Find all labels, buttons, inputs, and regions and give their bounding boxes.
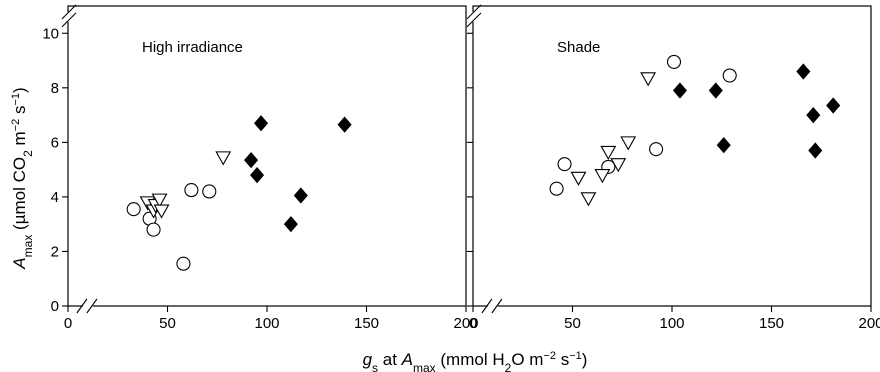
data-point-circle xyxy=(184,183,199,198)
data-point-triangle xyxy=(610,158,627,173)
y-axis-break-gap xyxy=(66,11,70,22)
data-point-circle xyxy=(176,256,191,271)
x-tick-label: 200 xyxy=(453,315,478,332)
x-tick-label: 100 xyxy=(254,315,279,332)
x-tick-label: 100 xyxy=(659,315,684,332)
data-point-circle xyxy=(557,157,572,172)
y-tick-label: 4 xyxy=(51,189,59,206)
data-point-triangle xyxy=(600,145,617,161)
x-axis-break-mark xyxy=(76,298,88,314)
plot-frame xyxy=(472,5,872,307)
data-point-diamond xyxy=(293,187,308,204)
x-tick-label: 50 xyxy=(564,315,581,332)
data-point-triangle xyxy=(153,204,170,219)
y-axis-break-gap xyxy=(471,11,475,22)
panel-title: High irradiance xyxy=(142,39,243,56)
y-tick-label: 0 xyxy=(51,298,59,315)
panel-shade: 0 50 100 150 200 Shade xyxy=(466,4,880,332)
data-point-triangle xyxy=(215,151,232,166)
x-axis-break-gap xyxy=(487,304,498,308)
data-point-diamond xyxy=(708,82,723,99)
data-point-diamond xyxy=(250,166,265,184)
data-point-diamond xyxy=(254,115,269,132)
data-point-circle xyxy=(666,54,682,69)
x-axis-break-mark xyxy=(86,298,98,314)
x-axis-break-mark xyxy=(491,298,503,314)
data-point-circle xyxy=(722,68,737,83)
data-point-circle xyxy=(549,181,564,196)
plot-frame xyxy=(67,5,467,307)
data-point-diamond xyxy=(283,216,298,233)
x-tick-label: 50 xyxy=(159,315,176,332)
x-tick-label: 150 xyxy=(759,315,784,332)
y-axis-title: Amax (µmol CO2 m−2 s−1) xyxy=(10,87,35,269)
y-axis-break-mark xyxy=(61,4,77,20)
y-tick-label: 6 xyxy=(51,134,59,151)
x-axis-break-mark xyxy=(481,298,493,314)
data-point-triangle xyxy=(594,169,611,184)
data-point-circle xyxy=(126,202,141,217)
data-point-circle xyxy=(146,222,161,237)
data-point-diamond xyxy=(337,116,352,133)
data-point-triangle xyxy=(570,171,587,186)
y-axis-break-mark xyxy=(466,4,482,20)
x-tick-label: 200 xyxy=(858,315,880,332)
data-point-diamond xyxy=(808,142,823,159)
panel-title: Shade xyxy=(557,39,600,56)
data-point-diamond xyxy=(826,97,841,114)
y-axis-break-mark xyxy=(466,12,482,28)
x-axis-title: gs at Amax (mmol H2O m−2 s−1) xyxy=(363,350,588,372)
x-tick-label: 150 xyxy=(354,315,379,332)
data-point-triangle xyxy=(620,136,637,151)
x-tick-label: 0 xyxy=(64,315,72,332)
x-axis-break-gap xyxy=(82,304,93,308)
data-point-diamond xyxy=(244,151,259,169)
y-tick-label: 10 xyxy=(42,25,59,42)
data-point-circle xyxy=(649,142,664,157)
data-point-diamond xyxy=(796,63,811,80)
data-point-diamond xyxy=(716,136,731,154)
data-point-diamond xyxy=(806,106,821,124)
data-point-triangle xyxy=(151,193,168,208)
data-point-circle xyxy=(202,184,217,199)
data-point-diamond xyxy=(672,82,687,99)
y-tick-label: 8 xyxy=(51,80,59,97)
y-tick-label: 2 xyxy=(51,243,59,260)
x-tick-label: 0 xyxy=(469,315,477,332)
data-point-triangle xyxy=(580,192,597,207)
data-point-triangle xyxy=(640,72,657,87)
y-axis-break-mark xyxy=(61,12,77,28)
